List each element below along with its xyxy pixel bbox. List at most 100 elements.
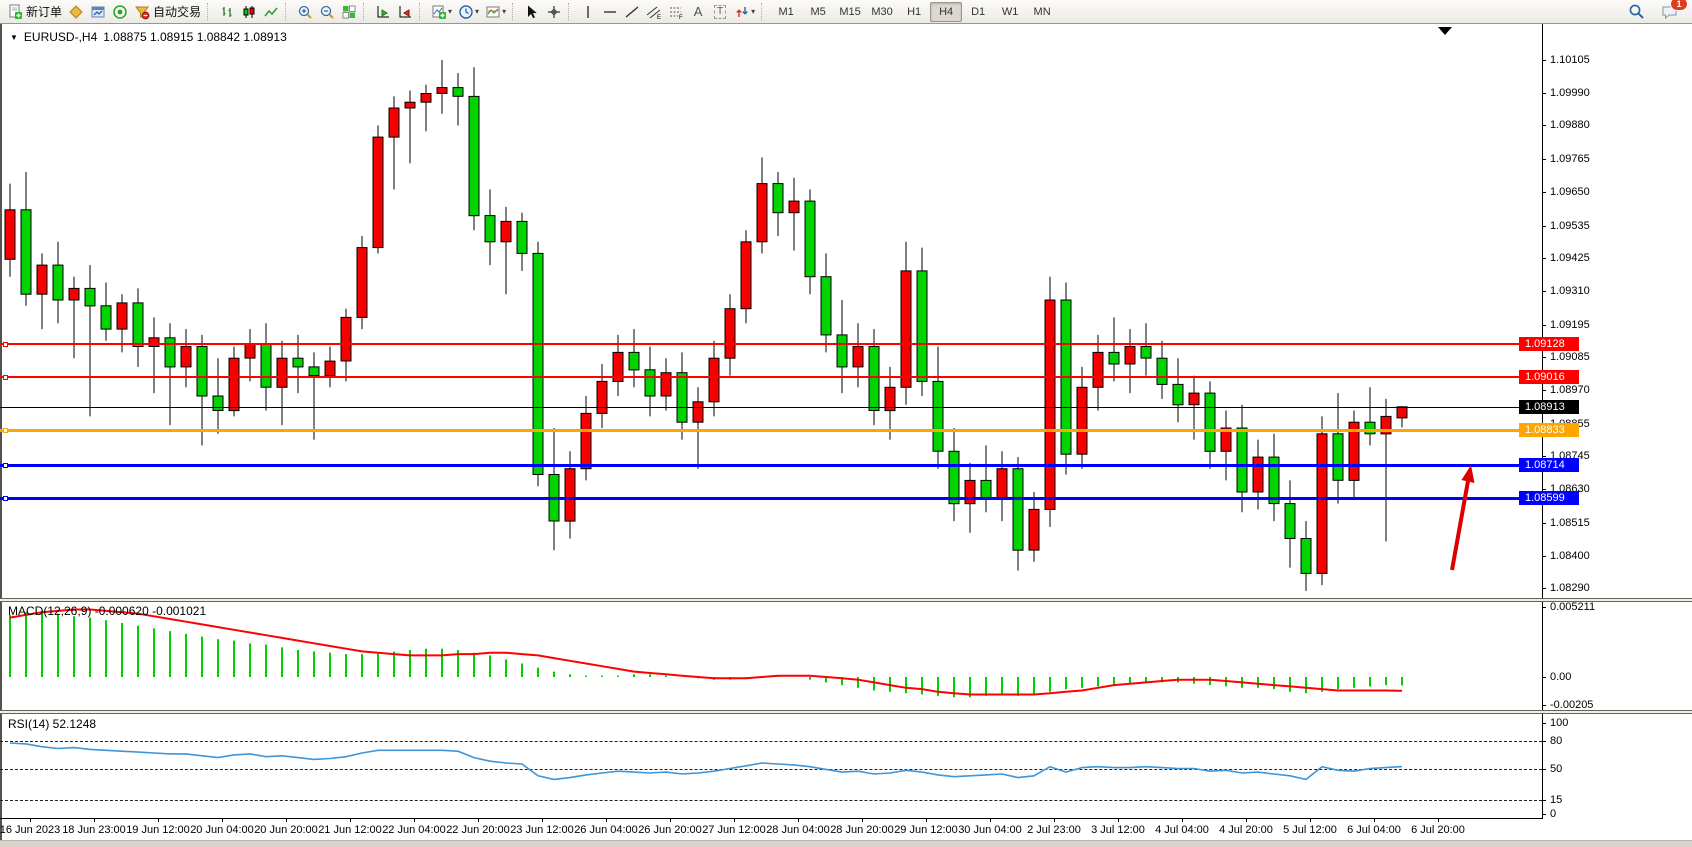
price-axis-tick [1542,93,1546,94]
price-axis-tick [1542,60,1546,61]
line-endpoint-handle[interactable] [3,463,8,468]
timeframe-button-M5[interactable]: M5 [810,5,826,18]
line-chart-icon [264,7,278,16]
vertical-line-tool[interactable] [577,2,599,22]
rsi-axis-label: 0 [1548,808,1557,820]
search-button[interactable] [1625,2,1648,22]
horizontal-line-object[interactable] [0,343,1542,345]
templates-icon [486,6,500,17]
zoom-in-icon [298,5,312,19]
cursor-tool-button[interactable] [521,2,543,22]
horizontal-line-object[interactable] [0,429,1542,432]
text-label-tool[interactable]: T [709,2,731,22]
pane-splitter-rsi[interactable] [0,710,1692,714]
timeframe-button-MN[interactable]: MN [1033,5,1051,18]
line-endpoint-handle[interactable] [3,496,8,501]
pane-splitter-macd[interactable] [0,598,1692,602]
text-tool[interactable]: A [693,4,703,19]
rsi-level-line [0,800,1542,801]
time-axis-label: 21 Jun 12:00 [318,824,382,836]
time-axis-label: 28 Jun 20:00 [830,824,894,836]
new-order-icon [9,4,22,19]
price-axis-label: 1.09535 [1548,220,1590,232]
timeframe-button-D1[interactable]: D1 [971,5,986,18]
price-axis-label: 1.09765 [1548,153,1590,165]
line-endpoint-handle[interactable] [3,375,8,380]
time-axis-tick [94,818,95,822]
time-axis-tick [158,818,159,822]
rsi-axis-label: 15 [1548,794,1563,806]
macd-axis-label: 0.00 [1548,671,1572,683]
crosshair-tool-button[interactable] [543,2,565,22]
price-axis-tick [1542,390,1546,391]
fibonacci-tool[interactable]: F [665,2,687,22]
market-watch-button[interactable] [87,2,109,22]
price-axis-tick [1542,588,1546,589]
timeframe-button-W1[interactable]: W1 [1001,5,1019,18]
timeframe-button-M15[interactable]: M15 [839,5,861,18]
time-axis-label: 3 Jul 12:00 [1091,824,1145,836]
price-axis-tick [1542,159,1546,160]
horizontal-line-object[interactable] [0,376,1542,378]
equidistant-channel-tool[interactable]: E [643,2,665,22]
bar-chart-mode-button[interactable] [216,2,238,22]
current-price-line[interactable] [0,407,1542,408]
line-endpoint-handle[interactable] [3,428,8,433]
timeframe-button-H1[interactable]: H1 [907,5,922,18]
zoom-out-button[interactable] [316,2,338,22]
templates-button[interactable]: ▾ [482,2,509,22]
auto-trading-button[interactable]: 自动交易 [131,2,204,22]
price-axis-label: 1.09650 [1548,186,1590,198]
tile-windows-button[interactable] [338,2,360,22]
horizontal-line-object[interactable] [0,464,1542,467]
rsi-axis-label: 100 [1548,717,1569,729]
collapse-triangle-icon[interactable]: ▼ [10,32,18,42]
horizontal-line-tool[interactable] [599,2,621,22]
indicators-button[interactable]: ▾ [428,2,455,22]
main-toolbar: 新订单 [0,0,1692,24]
new-order-button[interactable]: 新订单 [4,2,65,22]
zoom-in-button[interactable] [294,2,316,22]
price-axis-tick [1542,226,1546,227]
time-axis-tick [1438,818,1439,822]
time-axis-tick [862,818,863,822]
line-chart-mode-button[interactable] [260,2,282,22]
macd-axis-tick [1542,705,1546,706]
candlestick-mode-button[interactable] [238,2,260,22]
toolbar-separator [419,2,425,21]
time-axis-label: 19 Jun 12:00 [126,824,190,836]
charts-button[interactable] [65,2,87,22]
auto-scroll-button[interactable] [372,2,394,22]
bar-chart-icon [222,6,232,17]
time-axis-label: 27 Jun 12:00 [702,824,766,836]
periods-button[interactable]: ▾ [455,2,482,22]
symbol-period-label: EURUSD-,H4 [23,30,98,44]
time-axis-tick [990,818,991,822]
rsi-axis-tick [1542,800,1546,801]
arrows-tool[interactable]: ▾ [731,2,758,22]
market-watch-icon [91,6,105,17]
line-endpoint-handle[interactable] [3,342,8,347]
auto-scroll-icon [377,5,390,17]
chart-shift-button[interactable] [394,2,416,22]
timeframe-button-M30[interactable]: M30 [871,5,893,18]
notifications-button[interactable]: 1 [1658,0,1688,22]
chevron-down-icon: ▾ [448,7,453,16]
price-axis-tick [1542,523,1546,524]
chart-window[interactable]: ▼ EURUSD-,H4 1.08875 1.08915 1.08842 1.0… [0,24,1692,840]
clock-icon [459,4,473,19]
trend-line-tool[interactable] [621,2,643,22]
timeframe-button-H4[interactable]: H4 [930,1,963,22]
time-axis-tick [1054,818,1055,822]
price-line-badge: 1.08599 [1519,491,1579,505]
time-axis-tick [542,818,543,822]
timeframe-button-M1[interactable]: M1 [778,5,794,18]
horizontal-line-object[interactable] [0,497,1542,500]
equidistant-channel-icon: E [646,6,661,20]
signals-button[interactable] [109,2,131,22]
time-axis-label: 6 Jul 20:00 [1411,824,1465,836]
chevron-down-icon: ▾ [751,7,756,16]
vertical-line-icon [587,5,589,18]
ohlc-values: 1.08875 1.08915 1.08842 1.08913 [103,30,287,44]
price-axis-tick [1542,357,1546,358]
